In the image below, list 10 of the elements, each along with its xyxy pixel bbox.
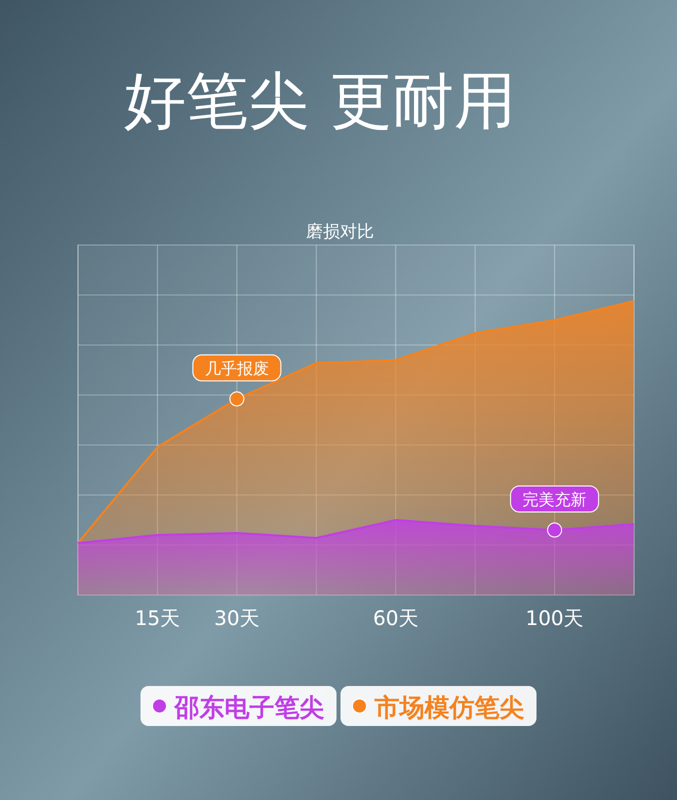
annotation: 完美充新 [522, 490, 587, 510]
legend-label: 市场模仿笔尖 [374, 693, 524, 722]
chart-subtitle: 磨损对比 [306, 222, 374, 242]
x-tick-label: 15天 [134, 606, 180, 630]
chart-title: 好笔尖 更耐用 [124, 64, 516, 137]
x-tick-label: 100天 [525, 606, 584, 630]
annotation: 几乎报废 [204, 358, 269, 378]
x-tick-label: 60天 [372, 606, 418, 630]
x-tick-label: 30天 [214, 606, 260, 630]
legend-label: 邵东电子笔尖 [174, 693, 324, 722]
